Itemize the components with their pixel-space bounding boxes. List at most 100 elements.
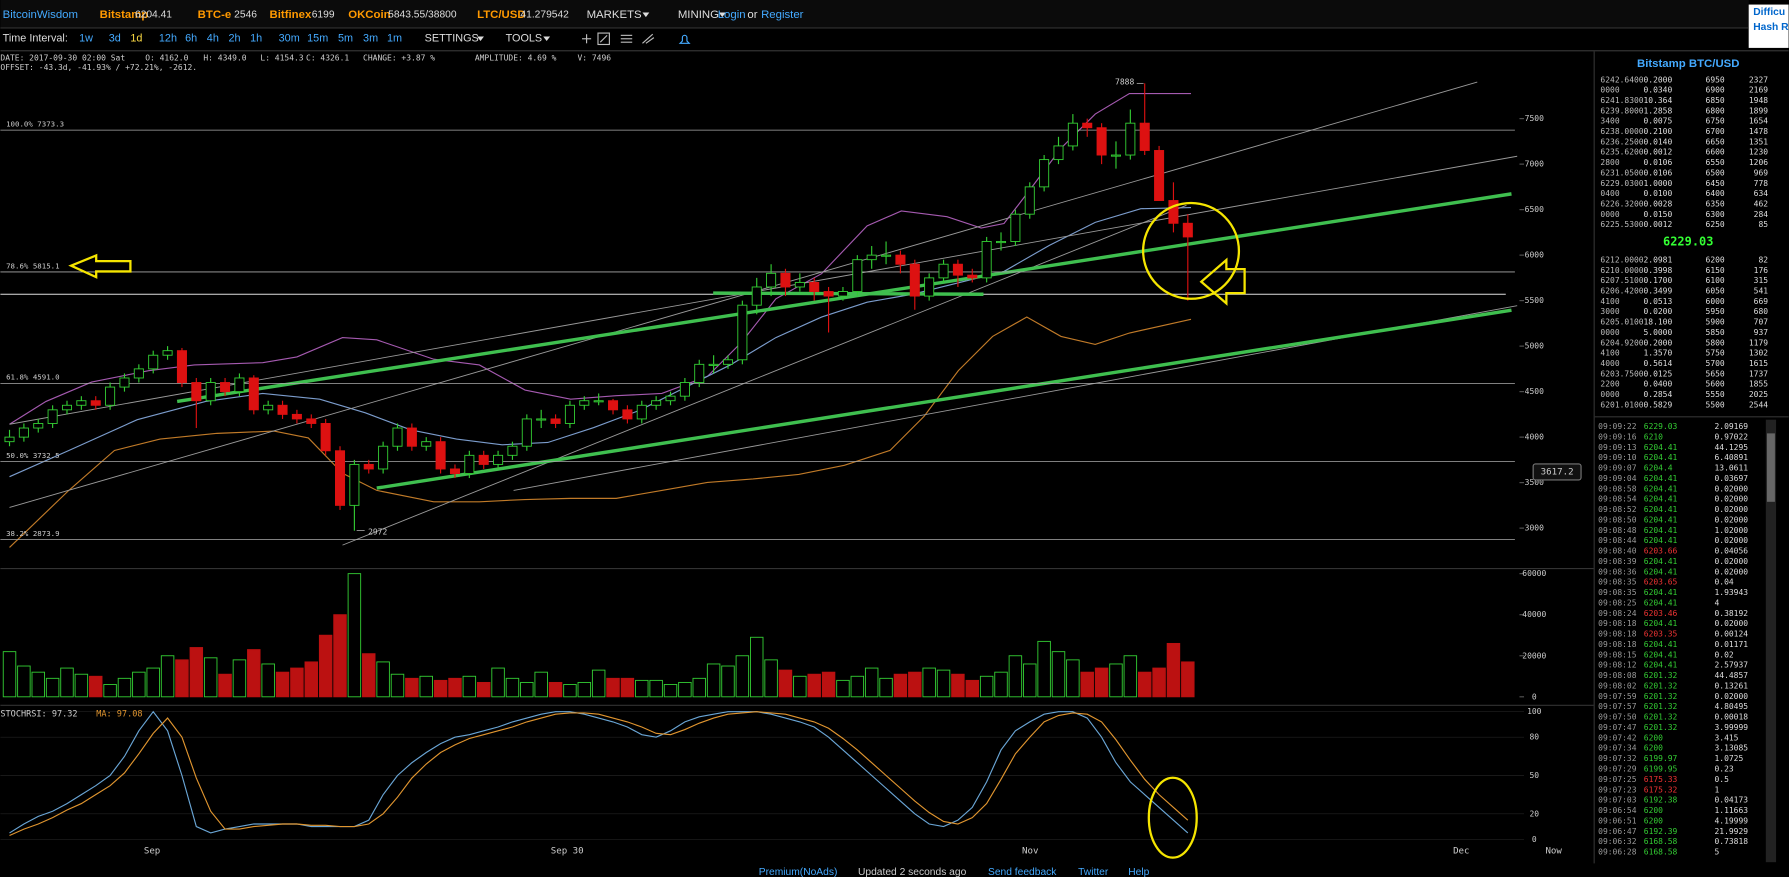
ticker-name[interactable]: OKCoin [348, 9, 390, 21]
x-tick-label: Nov [1022, 846, 1039, 856]
orderbook-cell: 10.364 [1643, 96, 1672, 105]
volume-bar [864, 667, 879, 698]
candle-body [924, 277, 935, 297]
interval[interactable]: 3m [363, 33, 378, 45]
candle-body [981, 241, 992, 279]
trade-time: 09:08:36 [1598, 567, 1637, 576]
footer-link[interactable]: Premium(NoAds) [759, 867, 838, 877]
orderbook-cell: 315 [1754, 276, 1769, 285]
interval[interactable]: 30m [279, 33, 300, 45]
trade-price: 6192.39 [1644, 827, 1678, 836]
orderbook-cell: 6225.5300 [1600, 220, 1643, 229]
candle-body [665, 395, 676, 402]
orderbook-cell: 0.2100 [1643, 127, 1672, 136]
orderbook-cell: 6201.0100 [1600, 400, 1643, 409]
volume-bar [333, 614, 347, 698]
interval[interactable]: 1h [250, 33, 262, 45]
side-link[interactable]: Hash R [1753, 22, 1789, 33]
tools[interactable]: TOOLS [506, 33, 543, 45]
orderbook-cell: 0000 [1600, 390, 1619, 399]
menu[interactable]: MARKETS [587, 9, 642, 21]
footer-link[interactable]: Help [1128, 867, 1149, 877]
volume-bar [591, 669, 606, 698]
icon[interactable] [642, 33, 654, 44]
green-trend-line [176, 192, 1512, 404]
ticker-name[interactable]: Bitstamp [100, 9, 149, 21]
upper-band [9, 92, 1192, 425]
candle-body [406, 427, 417, 447]
icon[interactable] [597, 32, 610, 46]
orderbook-cell: 0.5829 [1643, 400, 1672, 409]
orderbook-cell: 541 [1754, 287, 1769, 296]
interval[interactable]: 1d [130, 33, 142, 45]
trade-time: 09:06:51 [1598, 816, 1637, 825]
ticker-name[interactable]: Bitfinex [270, 9, 312, 21]
trade-time: 09:09:22 [1598, 422, 1637, 431]
interval[interactable]: 6h [185, 33, 197, 45]
trade-amount: 0.00018 [1714, 713, 1748, 722]
footer-link[interactable]: Twitter [1078, 867, 1109, 877]
x-tick-label: Sep [144, 846, 160, 856]
volume-bar [807, 673, 821, 698]
volume-bar [706, 663, 721, 698]
trade-amount: 0.73818 [1714, 837, 1748, 846]
interval[interactable]: 3d [109, 33, 121, 45]
interval[interactable]: 5m [338, 33, 353, 45]
ticker-name[interactable]: LTC/USD [477, 9, 526, 21]
candle-body [176, 350, 187, 383]
candle-body [90, 400, 101, 406]
volume-bar [203, 657, 218, 698]
candle-body [694, 363, 705, 383]
settings[interactable]: SETTINGS [425, 33, 479, 45]
login-link[interactable]: Login [718, 9, 746, 21]
footer-link[interactable]: Send feedback [988, 867, 1057, 877]
trade-time: 09:06:47 [1598, 827, 1637, 836]
orderbook-cell: 6226.3200 [1600, 199, 1643, 208]
trade-price: 6203.46 [1644, 609, 1678, 618]
volume-bar [175, 659, 189, 698]
alert-icon[interactable] [678, 34, 691, 44]
stochrsi-line [9, 710, 1189, 834]
y-tick-label: 6000 [1525, 251, 1544, 260]
orderbook-cell: 5750 [1706, 349, 1725, 358]
volume-bar [692, 677, 706, 698]
interval[interactable]: 12h [159, 33, 177, 45]
candle-body [148, 354, 159, 370]
orderbook-cell: 1230 [1749, 148, 1768, 157]
scroll-thumb[interactable] [1766, 433, 1775, 502]
volume-bar [189, 647, 204, 698]
ticker-name[interactable]: BTC-e [198, 9, 232, 21]
trade-amount: 6.40891 [1714, 453, 1748, 462]
interval[interactable]: 1w [79, 33, 93, 45]
interval[interactable]: 15m [307, 33, 328, 45]
volume-bar [764, 659, 778, 698]
interval[interactable]: 1m [387, 33, 402, 45]
interval[interactable]: 4h [207, 33, 219, 45]
scrollbar[interactable] [1765, 419, 1777, 863]
volume-bar [1166, 642, 1181, 698]
volume-bar [117, 677, 132, 698]
orderbook-cell: 6210.0000 [1600, 266, 1643, 275]
menu[interactable]: MINING [678, 9, 719, 21]
trade-time: 09:07:47 [1598, 723, 1637, 732]
trade-amount: 3.99999 [1714, 723, 1748, 732]
orderbook-cell: 2800 [1600, 158, 1619, 167]
orderbook-cell: 707 [1754, 318, 1769, 327]
candle-body [536, 418, 547, 421]
register-link[interactable]: Register [761, 9, 804, 21]
icon[interactable] [645, 37, 655, 44]
icon[interactable] [599, 34, 608, 43]
orderbook-cell: 1654 [1749, 117, 1768, 126]
y-tick-label: 40000 [1522, 610, 1546, 619]
trade-time: 09:07:59 [1598, 692, 1637, 701]
trade-time: 09:08:40 [1598, 547, 1637, 556]
interval[interactable]: 2h [228, 33, 240, 45]
orderbook-cell: 0.0012 [1643, 148, 1672, 157]
brand: BitcoinWisdom [3, 9, 78, 21]
side-link[interactable]: Difficu [1753, 7, 1785, 18]
trade-amount: 0.00124 [1714, 630, 1748, 639]
trade-price: 6199.95 [1644, 765, 1678, 774]
candle-body [636, 404, 647, 420]
orderbook-cell: 82 [1758, 256, 1768, 265]
